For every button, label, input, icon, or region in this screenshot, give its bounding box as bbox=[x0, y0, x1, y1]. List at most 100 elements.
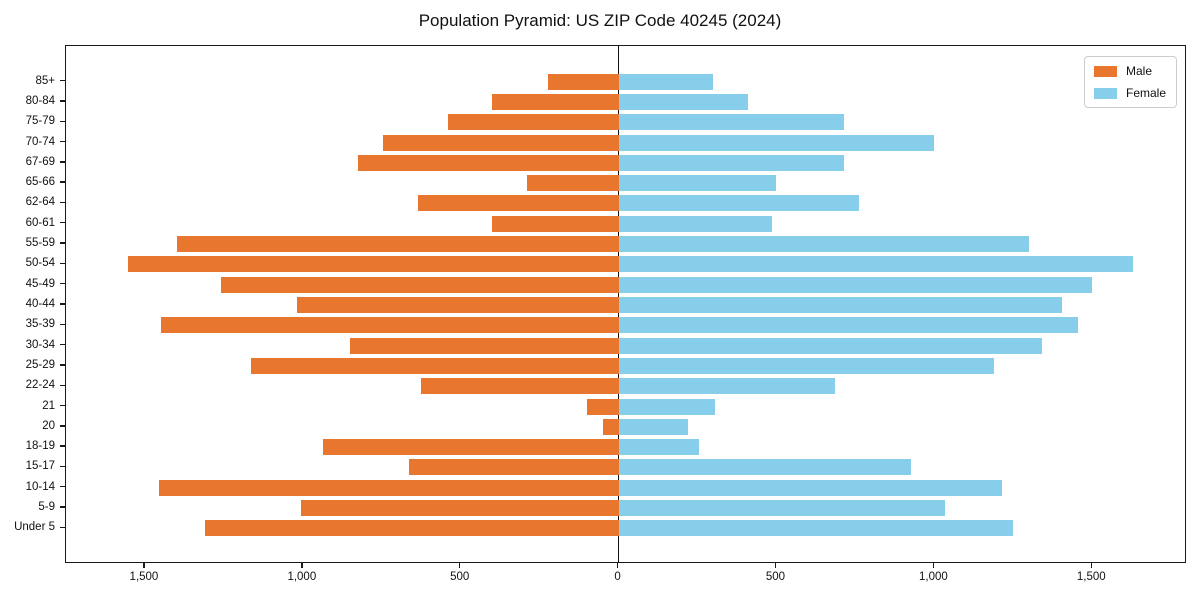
age-label-35-39: 35-39 bbox=[25, 318, 55, 331]
y-tick bbox=[60, 343, 65, 346]
x-tick bbox=[1090, 563, 1092, 568]
bar-male-75-79 bbox=[448, 114, 619, 131]
bar-female-67-69 bbox=[618, 154, 845, 171]
x-tick bbox=[459, 563, 461, 568]
y-tick bbox=[60, 526, 65, 529]
y-tick bbox=[60, 242, 65, 244]
age-label-20: 20 bbox=[42, 419, 55, 432]
y-tick bbox=[60, 100, 65, 102]
chart-title: Population Pyramid: US ZIP Code 40245 (2… bbox=[418, 11, 782, 30]
age-label-10-14: 10-14 bbox=[25, 480, 55, 493]
plot-area: Male Female bbox=[65, 45, 1186, 563]
bar-male-21 bbox=[587, 398, 619, 415]
bar-male-15-17 bbox=[408, 459, 619, 476]
age-label-22-24: 22-24 bbox=[25, 379, 55, 392]
x-tick bbox=[616, 563, 619, 568]
bar-female-5-9 bbox=[618, 500, 946, 517]
bar-female-60-61 bbox=[618, 215, 772, 232]
x-tick bbox=[143, 563, 145, 568]
bar-male-70-74 bbox=[383, 134, 619, 151]
x-tick-label: 1,000 bbox=[287, 571, 317, 583]
age-label-25-29: 25-29 bbox=[25, 358, 55, 371]
y-tick bbox=[60, 404, 65, 407]
bar-female-45-49 bbox=[618, 276, 1093, 293]
y-tick bbox=[60, 120, 65, 122]
x-tick-label: 1,500 bbox=[129, 571, 159, 583]
y-tick bbox=[60, 364, 65, 366]
y-tick bbox=[60, 445, 65, 447]
bar-male-67-69 bbox=[358, 154, 619, 171]
y-tick bbox=[60, 465, 65, 468]
age-label-75-79: 75-79 bbox=[25, 115, 55, 128]
bar-male-80-84 bbox=[492, 93, 619, 110]
y-tick bbox=[60, 384, 65, 386]
x-tick bbox=[932, 563, 935, 568]
age-label-15-17: 15-17 bbox=[25, 460, 55, 473]
bar-female-10-14 bbox=[618, 479, 1003, 496]
bar-male-35-39 bbox=[160, 317, 619, 334]
y-tick bbox=[60, 79, 65, 82]
bar-male-20 bbox=[602, 418, 619, 435]
bar-male-40-44 bbox=[296, 297, 619, 313]
bar-female-22-24 bbox=[618, 378, 835, 395]
bar-male-50-54 bbox=[127, 256, 619, 273]
age-label-80-84: 80-84 bbox=[25, 94, 55, 107]
age-label-67-69: 67-69 bbox=[25, 155, 55, 168]
age-label-50-54: 50-54 bbox=[25, 257, 55, 270]
legend-label-female: Female bbox=[1125, 86, 1166, 100]
bar-female-25-29 bbox=[618, 357, 995, 374]
age-label-45-49: 45-49 bbox=[25, 277, 55, 290]
age-label-40-44: 40-44 bbox=[25, 298, 55, 310]
legend-item-male: Male bbox=[1093, 64, 1166, 78]
x-tick bbox=[774, 563, 777, 568]
bar-male-Under 5 bbox=[204, 520, 619, 537]
y-tick bbox=[60, 303, 65, 305]
age-label-62-64: 62-64 bbox=[25, 196, 55, 209]
age-label-55-59: 55-59 bbox=[25, 237, 55, 250]
bar-male-18-19 bbox=[323, 439, 619, 456]
age-label-85+: 85+ bbox=[35, 74, 55, 87]
x-tick-label: 500 bbox=[450, 571, 470, 583]
bar-male-10-14 bbox=[159, 479, 619, 496]
age-label-21: 21 bbox=[42, 399, 55, 412]
age-label-60-61: 60-61 bbox=[25, 216, 55, 229]
age-label-70-74: 70-74 bbox=[25, 135, 55, 148]
bar-female-15-17 bbox=[618, 459, 911, 476]
y-tick bbox=[60, 323, 65, 325]
age-label-30-34: 30-34 bbox=[25, 338, 55, 351]
x-tick-label: 1,000 bbox=[918, 571, 948, 583]
bar-female-85+ bbox=[618, 73, 714, 90]
bar-female-40-44 bbox=[618, 297, 1063, 313]
bar-male-25-29 bbox=[250, 357, 619, 374]
y-tick bbox=[60, 506, 65, 508]
bar-female-50-54 bbox=[618, 256, 1134, 273]
bar-female-Under 5 bbox=[618, 520, 1014, 537]
bar-male-45-49 bbox=[220, 276, 619, 293]
bar-male-5-9 bbox=[301, 500, 619, 517]
bar-male-60-61 bbox=[492, 215, 619, 232]
legend-label-male: Male bbox=[1125, 64, 1152, 78]
bar-female-21 bbox=[618, 398, 715, 415]
bar-male-22-24 bbox=[421, 378, 619, 395]
age-label-18-19: 18-19 bbox=[25, 440, 55, 453]
y-tick bbox=[60, 486, 65, 488]
y-tick bbox=[60, 262, 65, 265]
legend-item-female: Female bbox=[1093, 86, 1166, 100]
bar-female-75-79 bbox=[618, 114, 845, 131]
age-label-5-9: 5-9 bbox=[38, 501, 55, 514]
x-tick-label: 500 bbox=[765, 571, 786, 583]
age-label-Under 5: Under 5 bbox=[14, 521, 55, 534]
bar-female-70-74 bbox=[618, 134, 935, 151]
x-tick-label: 0 bbox=[614, 571, 621, 583]
bar-female-80-84 bbox=[618, 93, 749, 110]
x-tick-label: 1,500 bbox=[1076, 571, 1106, 583]
bar-female-18-19 bbox=[618, 439, 700, 456]
bar-female-62-64 bbox=[618, 195, 859, 212]
bar-female-65-66 bbox=[618, 175, 777, 192]
y-tick bbox=[60, 201, 65, 204]
bar-female-30-34 bbox=[618, 337, 1042, 354]
bar-male-65-66 bbox=[527, 175, 619, 192]
y-tick bbox=[60, 282, 65, 285]
bar-female-35-39 bbox=[618, 317, 1079, 334]
